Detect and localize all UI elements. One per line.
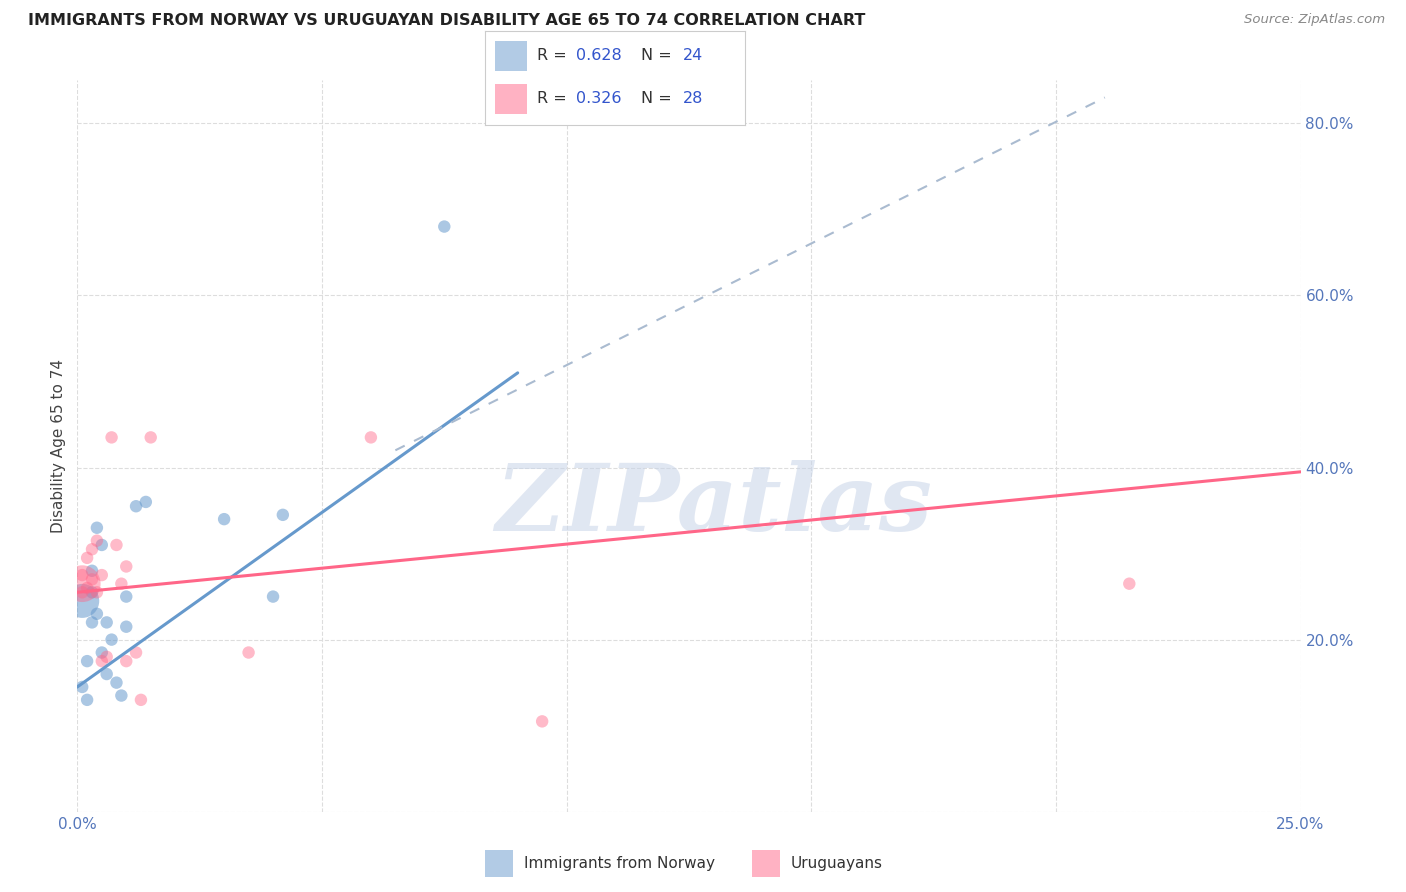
Point bbox=[96, 615, 118, 630]
Text: IMMIGRANTS FROM NORWAY VS URUGUAYAN DISABILITY AGE 65 TO 74 CORRELATION CHART: IMMIGRANTS FROM NORWAY VS URUGUAYAN DISA… bbox=[28, 13, 866, 29]
Point bbox=[90, 654, 112, 668]
Point bbox=[139, 430, 162, 444]
Point bbox=[76, 550, 98, 565]
Point bbox=[262, 590, 284, 604]
Text: Source: ZipAtlas.com: Source: ZipAtlas.com bbox=[1244, 13, 1385, 27]
Point bbox=[80, 585, 103, 599]
Point bbox=[135, 495, 157, 509]
Text: 28: 28 bbox=[683, 91, 703, 105]
Point bbox=[238, 646, 260, 660]
Point bbox=[70, 568, 93, 582]
Point bbox=[70, 680, 93, 694]
Point bbox=[100, 632, 122, 647]
Point bbox=[105, 675, 128, 690]
Text: 0.628: 0.628 bbox=[576, 47, 621, 62]
Text: 0.326: 0.326 bbox=[576, 91, 621, 105]
Point bbox=[76, 693, 98, 707]
Point bbox=[70, 576, 93, 591]
FancyBboxPatch shape bbox=[495, 84, 527, 113]
Point bbox=[86, 521, 108, 535]
Point bbox=[96, 667, 118, 681]
Point bbox=[86, 607, 108, 621]
Text: Immigrants from Norway: Immigrants from Norway bbox=[524, 855, 714, 871]
Text: 24: 24 bbox=[683, 47, 703, 62]
FancyBboxPatch shape bbox=[752, 850, 780, 877]
Point bbox=[70, 594, 93, 608]
FancyBboxPatch shape bbox=[485, 850, 513, 877]
Point bbox=[70, 585, 93, 599]
Point bbox=[96, 649, 118, 664]
Point bbox=[212, 512, 235, 526]
Point bbox=[115, 654, 138, 668]
Point bbox=[76, 654, 98, 668]
Point bbox=[80, 573, 103, 587]
Point bbox=[90, 538, 112, 552]
Point bbox=[100, 430, 122, 444]
Point bbox=[80, 542, 103, 557]
Text: N =: N = bbox=[641, 91, 678, 105]
Text: R =: R = bbox=[537, 47, 572, 62]
Point bbox=[360, 430, 382, 444]
Text: ZIPatlas: ZIPatlas bbox=[495, 459, 932, 549]
Point bbox=[125, 646, 148, 660]
Point bbox=[433, 219, 456, 234]
Point bbox=[105, 538, 128, 552]
Point bbox=[531, 714, 554, 729]
Point bbox=[129, 693, 152, 707]
Point bbox=[76, 581, 98, 595]
Point bbox=[1118, 576, 1140, 591]
Text: Uruguayans: Uruguayans bbox=[790, 855, 883, 871]
Point bbox=[86, 585, 108, 599]
Point bbox=[86, 533, 108, 548]
Text: R =: R = bbox=[537, 91, 572, 105]
Point bbox=[115, 559, 138, 574]
Point bbox=[115, 620, 138, 634]
Y-axis label: Disability Age 65 to 74: Disability Age 65 to 74 bbox=[51, 359, 66, 533]
Point bbox=[110, 689, 132, 703]
Point bbox=[80, 615, 103, 630]
Point bbox=[90, 568, 112, 582]
Point bbox=[125, 500, 148, 514]
Point bbox=[90, 646, 112, 660]
FancyBboxPatch shape bbox=[495, 40, 527, 70]
Point bbox=[115, 590, 138, 604]
Point bbox=[80, 564, 103, 578]
Point bbox=[271, 508, 294, 522]
Point bbox=[110, 576, 132, 591]
Text: N =: N = bbox=[641, 47, 678, 62]
